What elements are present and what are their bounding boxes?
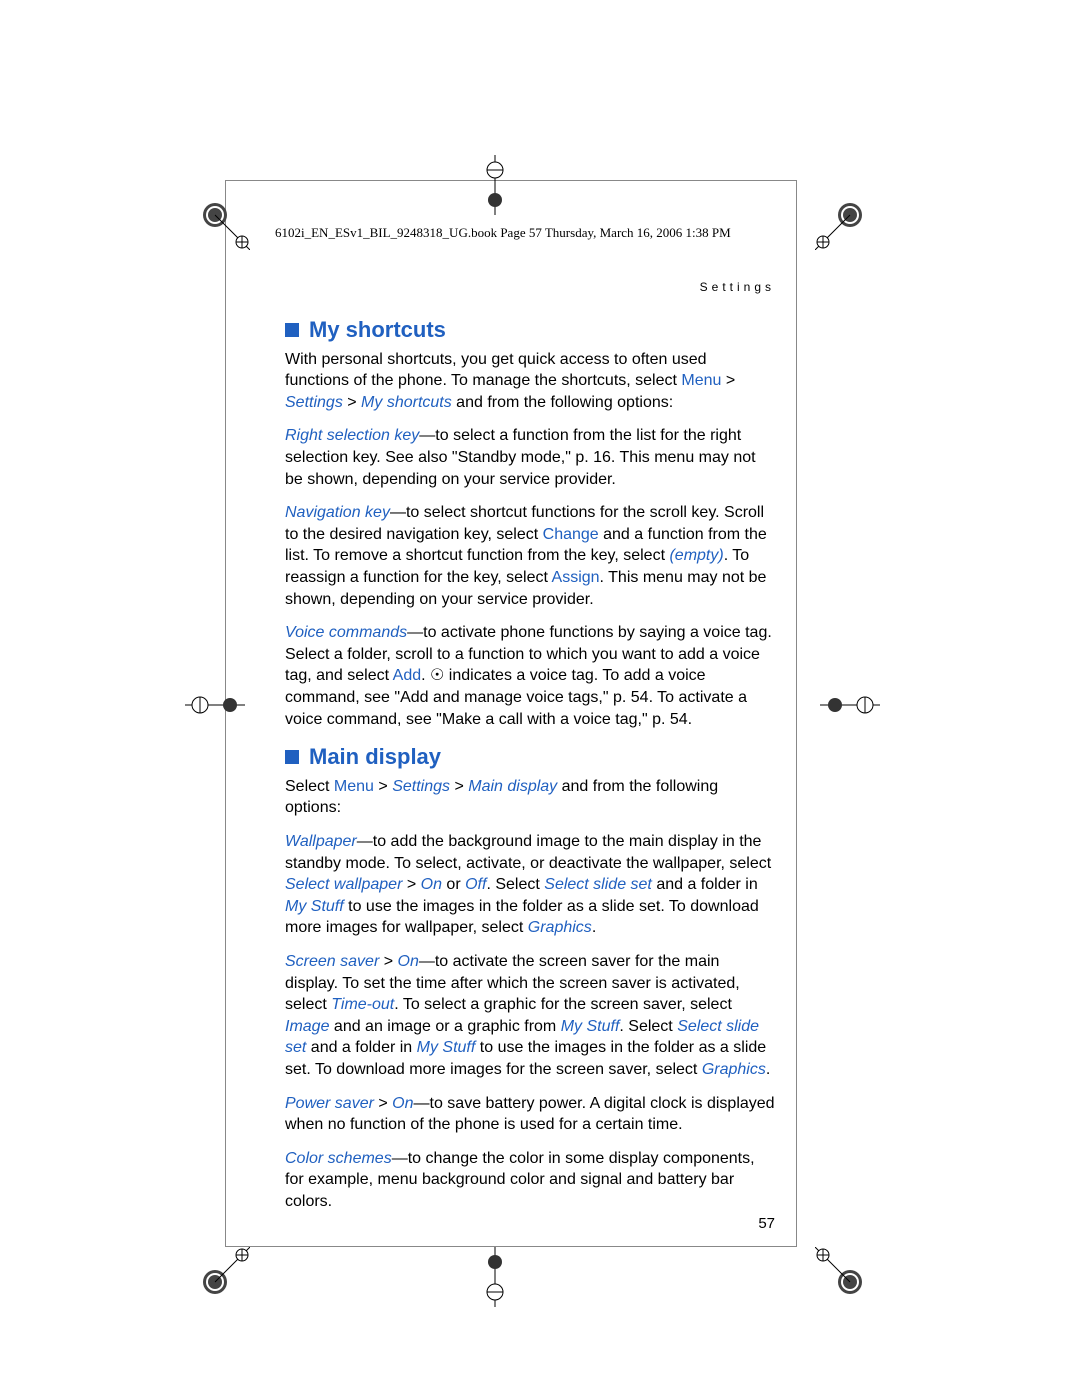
nav-term: Navigation key <box>285 504 390 521</box>
crop-mark-icon <box>815 200 865 250</box>
crop-mark-icon <box>820 690 880 720</box>
square-bullet-icon <box>285 750 299 764</box>
assign-link: Assign <box>552 569 600 586</box>
para-colorschemes: Color schemes—to change the color in som… <box>285 1148 775 1213</box>
para-md-intro: Select Menu > Settings > Main display an… <box>285 776 775 819</box>
crop-mark-icon <box>200 1247 250 1297</box>
rsk-term: Right selection key <box>285 427 419 444</box>
mystuff-link: My Stuff <box>561 1018 620 1035</box>
ss-term: Screen saver <box>285 953 379 970</box>
cs-term: Color schemes <box>285 1150 392 1167</box>
para-intro: With personal shortcuts, you get quick a… <box>285 349 775 414</box>
ps-term: Power saver <box>285 1095 374 1112</box>
crop-mark-icon <box>815 1247 865 1297</box>
maindisplay-link: Main display <box>468 778 557 795</box>
page-number: 57 <box>758 1215 775 1232</box>
on-link: On <box>392 1095 413 1112</box>
wp-term: Wallpaper <box>285 833 357 850</box>
voice-tag-icon: ☉ <box>430 667 444 684</box>
on-link: On <box>421 876 442 893</box>
heading-main-display: Main display <box>285 742 775 772</box>
timeout-link: Time-out <box>331 996 394 1013</box>
crop-mark-icon <box>480 155 510 215</box>
para-voice: Voice commands—to activate phone functio… <box>285 622 775 730</box>
mystuff-link: My Stuff <box>417 1039 476 1056</box>
heading-my-shortcuts: My shortcuts <box>285 315 775 345</box>
mystuff-link: My Stuff <box>285 898 344 915</box>
graphics-link: Graphics <box>702 1061 766 1078</box>
section-label: Settings <box>700 280 775 294</box>
add-link: Add <box>393 667 421 684</box>
on-link: On <box>398 953 419 970</box>
sw-link: Select wallpaper <box>285 876 402 893</box>
book-header: 6102i_EN_ESv1_BIL_9248318_UG.book Page 5… <box>275 225 731 241</box>
para-nav: Navigation key—to select shortcut functi… <box>285 502 775 610</box>
off-link: Off <box>465 876 486 893</box>
crop-mark-icon <box>185 690 245 720</box>
para-powersaver: Power saver > On—to save battery power. … <box>285 1093 775 1136</box>
para-rsk: Right selection key—to select a function… <box>285 425 775 490</box>
graphics-link: Graphics <box>528 919 592 936</box>
settings-link: Settings <box>285 394 343 411</box>
sss-link: Select slide set <box>544 876 652 893</box>
crop-mark-icon <box>200 200 250 250</box>
change-link: Change <box>543 526 599 543</box>
square-bullet-icon <box>285 323 299 337</box>
myshortcuts-link: My shortcuts <box>361 394 452 411</box>
heading-text: Main display <box>309 744 441 769</box>
settings-link: Settings <box>392 778 450 795</box>
para-screensaver: Screen saver > On—to activate the screen… <box>285 951 775 1081</box>
page-content: My shortcuts With personal shortcuts, yo… <box>285 305 775 1225</box>
menu-link: Menu <box>681 372 721 389</box>
heading-text: My shortcuts <box>309 317 446 342</box>
crop-mark-icon <box>480 1247 510 1307</box>
para-wallpaper: Wallpaper—to add the background image to… <box>285 831 775 939</box>
image-link: Image <box>285 1018 329 1035</box>
empty-link: (empty) <box>669 547 723 564</box>
menu-link: Menu <box>334 778 374 795</box>
vc-term: Voice commands <box>285 624 407 641</box>
